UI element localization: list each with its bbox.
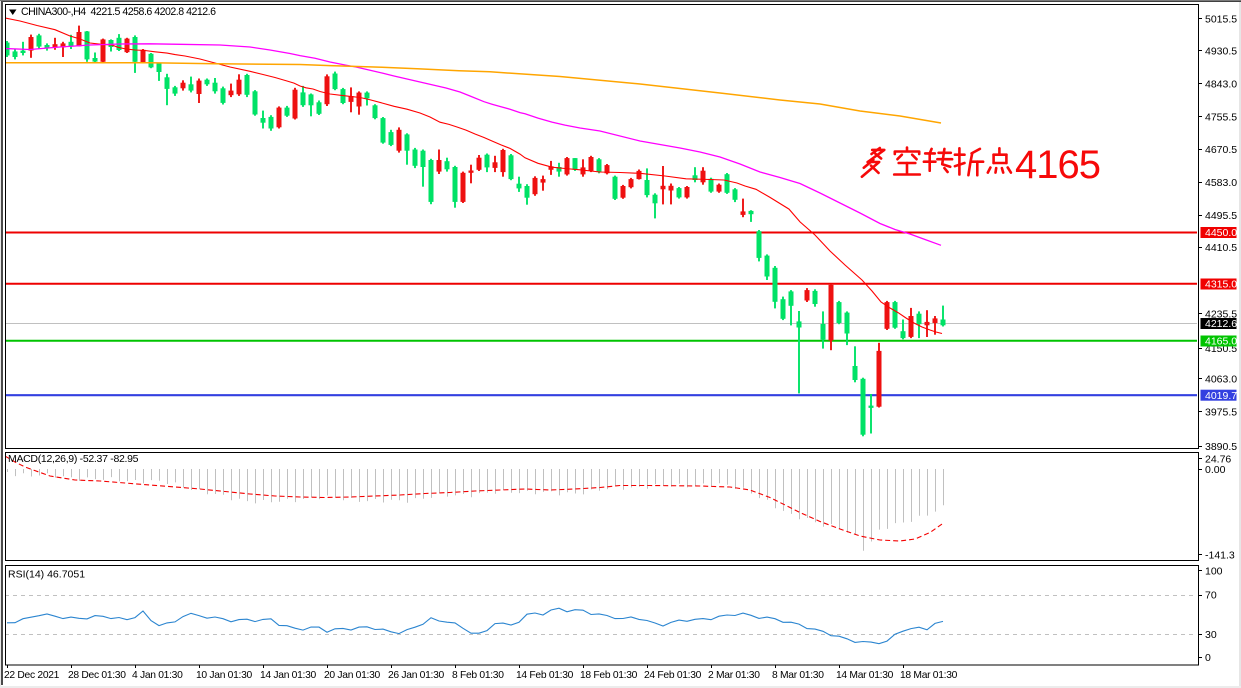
svg-text:4063.0: 4063.0 (1205, 374, 1237, 386)
svg-text:2 Mar 01:30: 2 Mar 01:30 (708, 670, 760, 681)
svg-text:14 Mar 01:30: 14 Mar 01:30 (836, 670, 894, 681)
svg-text:8 Mar 01:30: 8 Mar 01:30 (772, 670, 824, 681)
svg-text:4450.0: 4450.0 (1205, 227, 1237, 239)
svg-text:24 Feb 01:30: 24 Feb 01:30 (644, 670, 702, 681)
svg-text:22 Dec 2021: 22 Dec 2021 (4, 670, 60, 681)
svg-text:8 Feb 01:30: 8 Feb 01:30 (452, 670, 504, 681)
svg-text:70: 70 (1205, 590, 1217, 602)
svg-text:CHINA300-,H4 4221.5 4258.6 42: CHINA300-,H4 4221.5 4258.6 4202.8 4212.6 (21, 6, 216, 18)
svg-text:MACD(12,26,9) -52.37 -82.95: MACD(12,26,9) -52.37 -82.95 (8, 453, 139, 465)
svg-text:30: 30 (1205, 629, 1217, 641)
svg-text:4843.0: 4843.0 (1205, 79, 1237, 91)
svg-text:20 Jan 01:30: 20 Jan 01:30 (324, 670, 381, 681)
svg-text:4165.0: 4165.0 (1205, 336, 1237, 348)
svg-text:4583.0: 4583.0 (1205, 177, 1237, 189)
svg-text:4495.5: 4495.5 (1205, 210, 1237, 222)
svg-text:0.00: 0.00 (1205, 464, 1226, 476)
svg-text:3975.5: 3975.5 (1205, 407, 1237, 419)
svg-text:10 Jan 01:30: 10 Jan 01:30 (196, 670, 253, 681)
svg-text:0: 0 (1205, 652, 1211, 664)
svg-text:26 Jan 01:30: 26 Jan 01:30 (388, 670, 445, 681)
svg-text:14 Jan 01:30: 14 Jan 01:30 (260, 670, 317, 681)
svg-text:18 Mar 01:30: 18 Mar 01:30 (900, 670, 958, 681)
svg-text:4930.5: 4930.5 (1205, 46, 1237, 58)
svg-text:4315.0: 4315.0 (1205, 279, 1237, 291)
svg-text:-141.3: -141.3 (1205, 549, 1235, 561)
svg-text:4212.6: 4212.6 (1205, 318, 1237, 330)
svg-text:28 Dec 01:30: 28 Dec 01:30 (68, 670, 126, 681)
svg-text:18 Feb 01:30: 18 Feb 01:30 (580, 670, 638, 681)
svg-text:4 Jan 01:30: 4 Jan 01:30 (132, 670, 183, 681)
svg-text:4235.5: 4235.5 (1205, 308, 1237, 320)
svg-text:4019.7: 4019.7 (1205, 390, 1237, 402)
svg-text:4165: 4165 (1015, 143, 1100, 187)
svg-text:4410.5: 4410.5 (1205, 242, 1237, 254)
svg-text:5015.5: 5015.5 (1205, 13, 1237, 25)
svg-text:14 Feb 01:30: 14 Feb 01:30 (516, 670, 574, 681)
svg-text:4755.5: 4755.5 (1205, 112, 1237, 124)
svg-text:3890.5: 3890.5 (1205, 441, 1237, 453)
svg-text:4670.5: 4670.5 (1205, 144, 1237, 156)
svg-text:100: 100 (1205, 565, 1223, 577)
svg-text:24.76: 24.76 (1205, 453, 1231, 465)
svg-text:RSI(14) 46.7051: RSI(14) 46.7051 (8, 569, 85, 581)
